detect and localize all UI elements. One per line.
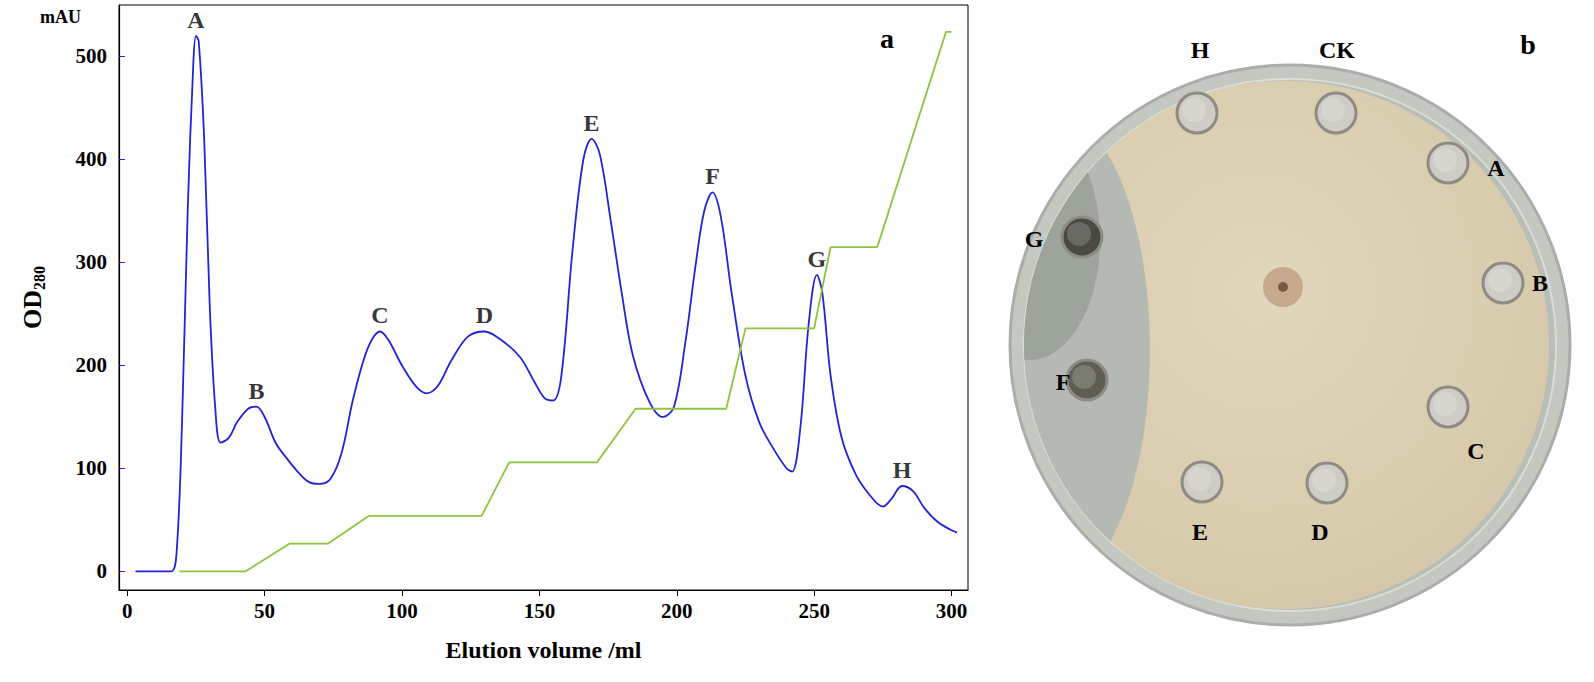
svg-text:Elution volume /ml: Elution volume /ml bbox=[445, 637, 641, 663]
svg-text:B: B bbox=[248, 378, 264, 404]
svg-text:0: 0 bbox=[122, 599, 133, 623]
svg-text:300: 300 bbox=[936, 599, 968, 623]
svg-text:D: D bbox=[1311, 519, 1328, 545]
svg-text:E: E bbox=[1192, 519, 1208, 545]
svg-text:H: H bbox=[1191, 37, 1210, 63]
svg-text:mAU: mAU bbox=[40, 7, 81, 27]
svg-text:H: H bbox=[893, 457, 912, 483]
svg-text:b: b bbox=[1520, 29, 1536, 60]
svg-text:OD: OD bbox=[18, 290, 47, 329]
svg-text:0: 0 bbox=[97, 559, 108, 583]
svg-text:G: G bbox=[808, 246, 827, 272]
svg-text:200: 200 bbox=[661, 599, 693, 623]
svg-text:D: D bbox=[476, 302, 493, 328]
svg-text:B: B bbox=[1532, 270, 1548, 296]
svg-text:A: A bbox=[1487, 155, 1505, 181]
svg-text:F: F bbox=[1056, 369, 1071, 395]
svg-text:100: 100 bbox=[76, 456, 108, 480]
svg-text:400: 400 bbox=[76, 147, 108, 171]
svg-text:C: C bbox=[1467, 438, 1484, 464]
svg-text:300: 300 bbox=[76, 250, 108, 274]
svg-text:150: 150 bbox=[524, 599, 556, 623]
svg-text:F: F bbox=[705, 163, 720, 189]
svg-text:C: C bbox=[371, 302, 388, 328]
svg-text:500: 500 bbox=[76, 44, 108, 68]
svg-text:280: 280 bbox=[31, 266, 48, 290]
svg-text:100: 100 bbox=[386, 599, 418, 623]
svg-text:50: 50 bbox=[254, 599, 275, 623]
svg-text:A: A bbox=[187, 7, 205, 33]
svg-text:a: a bbox=[880, 23, 894, 54]
svg-text:G: G bbox=[1025, 226, 1044, 252]
svg-text:200: 200 bbox=[76, 353, 108, 377]
svg-text:E: E bbox=[584, 110, 600, 136]
svg-text:250: 250 bbox=[798, 599, 830, 623]
svg-text:CK: CK bbox=[1319, 37, 1355, 63]
